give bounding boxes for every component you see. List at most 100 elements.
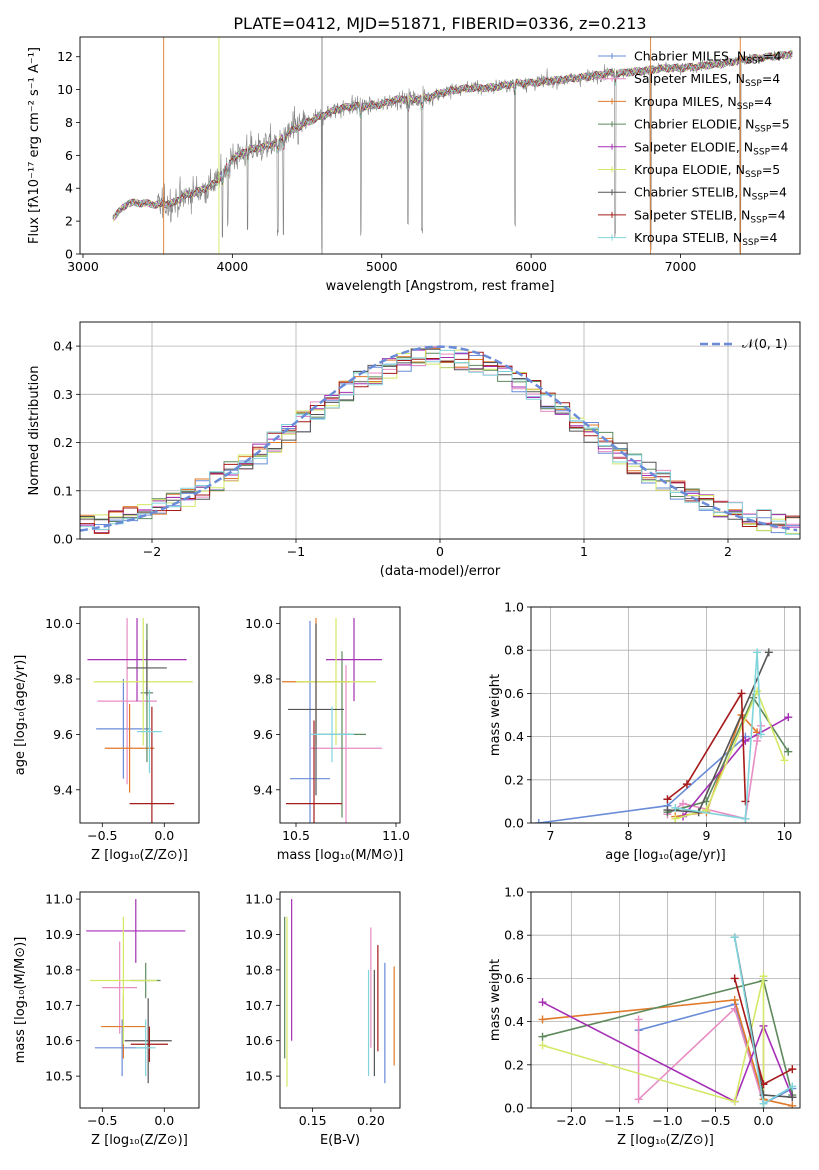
legend-label: Kroupa MILES, NSSP=4 (634, 94, 772, 112)
legend-label-main: Kroupa STELIB, N (634, 230, 742, 245)
x-axis-label: (data-model)/error (380, 564, 501, 579)
y-tick-label: 0.6 (504, 971, 524, 986)
axes-frame (279, 891, 401, 1109)
legend-label: Salpeter ELODIE, NSSP=4 (634, 139, 789, 157)
legend-label-tail: =5 (762, 162, 780, 177)
y-axis-label: mass [log₁₀(M/M⊙)] (13, 937, 28, 1064)
x-axis-label: mass [log₁₀(M/M⊙)] (277, 848, 404, 863)
panel-massweight_vs_age: 7 8 9 10 0.0 0.2 0.4 0.6 0.8 1.0 age [log₁₀(age/yr… (488, 600, 801, 863)
massweight-point (741, 797, 750, 806)
massweight-point (737, 689, 746, 698)
massweight-point (757, 730, 766, 739)
y-tick-label: 9.8 (253, 672, 273, 687)
legend-label-main: Salpeter MILES, N (634, 71, 745, 86)
legend-label: Salpeter MILES, NSSP=4 (634, 71, 780, 89)
x-tick-label: −2 (143, 544, 161, 559)
y-tick-label: 8 (65, 115, 73, 130)
y-axis-label: mass weight (488, 959, 503, 1041)
massweight-point (679, 799, 688, 808)
legend-label-sub: SSP (752, 193, 769, 203)
legend-label-main: Kroupa ELODIE, N (634, 162, 745, 177)
y-tick-label: 10.5 (245, 1069, 273, 1084)
massweight-series-line (542, 999, 793, 1107)
plot-area (86, 899, 186, 1084)
y-tick-label: 10.7 (245, 998, 273, 1013)
y-axis-label: Normed distribution (27, 366, 42, 496)
legend-label-main: Salpeter STELIB, N (634, 207, 750, 222)
y-tick-label: 10.0 (45, 616, 73, 631)
massweight-point (538, 1015, 547, 1024)
massweight-point (759, 1099, 768, 1108)
x-tick-label: 8 (624, 828, 632, 843)
plot-area (80, 345, 800, 535)
massweight-point (784, 713, 793, 722)
x-tick-label: 4000 (216, 259, 248, 274)
legend-label-main: Chabrier ELODIE, N (634, 117, 754, 132)
y-tick-label: 10.6 (245, 1033, 273, 1048)
y-tick-label: 0.0 (53, 532, 73, 547)
y-tick-label: 11.0 (245, 892, 273, 907)
x-tick-label: −0.5 (87, 828, 117, 843)
x-tick-label: 0.0 (154, 828, 174, 843)
panel-age_vs_mass: 10.5 11.0 9.4 9.6 9.8 10.0 mass [log₁₀(M/M⊙)] (245, 606, 410, 863)
panel-residuals: −2 −1 0 1 2 0.0 0.1 0.2 0.3 0.4 (data-model)/error… (27, 321, 801, 579)
x-axis-label: age [log₁₀(age/yr)] (605, 848, 726, 863)
x-tick-label: 0.0 (154, 1113, 174, 1128)
massweight-point (538, 998, 547, 1007)
legend-label-sub: SSP (746, 57, 763, 67)
massweight-series-line (542, 976, 765, 1104)
massweight-series-line (674, 689, 786, 820)
massweight-point (634, 1015, 643, 1024)
massweight-point (759, 1091, 768, 1100)
x-tick-label: −2.0 (556, 1113, 586, 1128)
x-tick-label: 5000 (366, 259, 398, 274)
y-tick-label: 10.8 (245, 962, 273, 977)
x-tick-label: −0.5 (700, 1113, 730, 1128)
x-axis-label: E(B-V) (320, 1133, 360, 1148)
y-tick-label: 10.0 (245, 616, 273, 631)
panel-age_vs_Z: −0.5 0.0 9.4 9.6 9.8 10.0 Z [log₁₀(Z/Z⊙)] age [… (13, 606, 200, 863)
y-tick-label: 0.2 (504, 1057, 524, 1072)
y-tick-label: 0.4 (53, 339, 73, 354)
massweight-point (788, 1082, 797, 1091)
massweight-point (730, 996, 739, 1004)
massweight-point (788, 1093, 797, 1102)
legend-label-tail: =4 (763, 49, 781, 64)
x-tick-label: 0.20 (357, 1113, 385, 1128)
x-axis-label: Z [log₁₀(Z/Z⊙)] (91, 1133, 188, 1148)
x-tick-label: −1 (287, 544, 305, 559)
axes-frame (79, 606, 200, 824)
massweight-point (741, 814, 750, 823)
legend-label-tail: =5 (771, 117, 789, 132)
x-axis-label: Z [log₁₀(Z/Z⊙)] (91, 848, 188, 863)
y-tick-label: 10.9 (245, 927, 273, 942)
residual-histogram (80, 347, 800, 534)
panel-mass_vs_ebv: 0.15 0.20 10.5 10.6 10.7 10.8 10.9 11.0 E(B-V) (245, 891, 401, 1148)
x-tick-label: 7 (547, 828, 555, 843)
y-tick-label: 2 (65, 214, 73, 229)
x-tick-label: 9 (702, 828, 710, 843)
legend-label: 𝒩(0, 1) (742, 336, 788, 351)
massweight-point (788, 1101, 797, 1108)
plot-area (112, 37, 793, 254)
massweight-point (534, 819, 543, 823)
x-tick-label: 3000 (67, 259, 99, 274)
model-spectrum (112, 50, 793, 217)
massweight-point (730, 933, 739, 942)
x-tick-label: 11.0 (382, 828, 410, 843)
x-tick-label: −1.5 (604, 1113, 634, 1128)
massweight-series-line (675, 652, 762, 820)
y-tick-label: 4 (65, 181, 73, 196)
x-tick-label: 2 (724, 544, 732, 559)
plot-area (87, 618, 193, 823)
y-tick-label: 10 (57, 82, 73, 97)
legend-label-sub: SSP (753, 147, 770, 157)
y-tick-label: 0.8 (504, 928, 524, 943)
y-axis-label: age [log₁₀(age/yr)] (13, 655, 28, 776)
legend-label-sub: SSP (750, 215, 767, 225)
y-tick-label: 6 (65, 148, 73, 163)
legend-label: Kroupa STELIB, NSSP=4 (634, 230, 778, 248)
massweight-point (759, 972, 768, 981)
